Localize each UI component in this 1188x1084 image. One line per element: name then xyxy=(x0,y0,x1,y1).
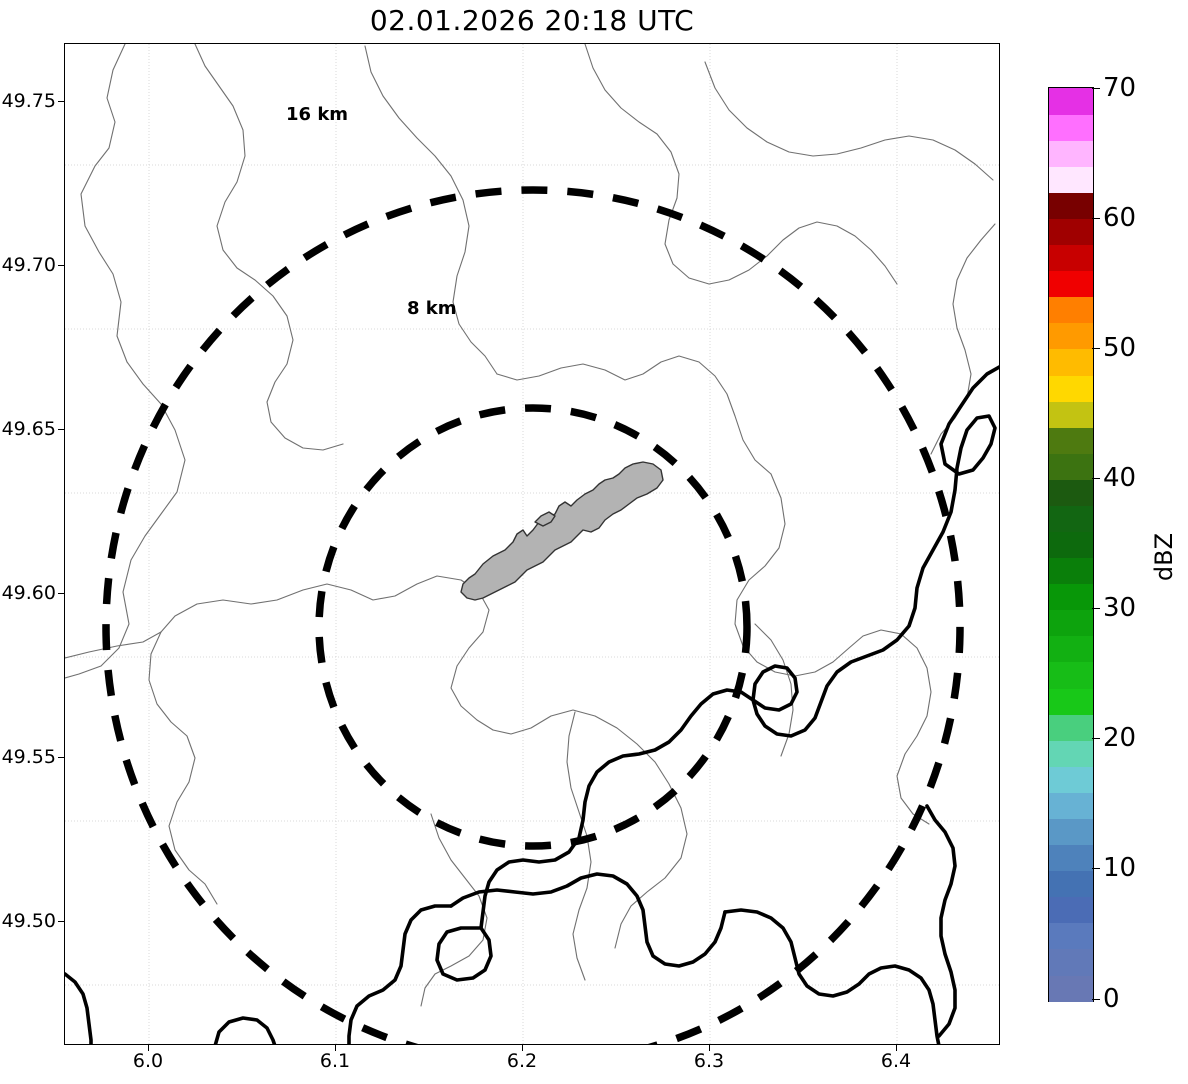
xtick-label-63: 6.3 xyxy=(693,1050,725,1072)
colorbar-axis-label: dBZ xyxy=(1150,532,1179,582)
colorbar-band xyxy=(1049,740,1093,767)
colorbar-tick-label-50: 50 xyxy=(1103,333,1137,363)
colorbar-band xyxy=(1049,427,1093,454)
colorbar[interactable] xyxy=(1048,87,1094,1002)
colorbar-band xyxy=(1049,505,1093,533)
colorbar-band xyxy=(1049,870,1093,898)
colorbar-band xyxy=(1049,453,1093,480)
country-border xyxy=(65,365,999,1044)
colorbar-band xyxy=(1049,88,1093,115)
ytick-mark xyxy=(58,756,64,758)
colorbar-band xyxy=(1049,140,1093,167)
colorbar-tick-label-30: 30 xyxy=(1103,593,1137,623)
colorbar-tick xyxy=(1092,608,1100,610)
colorbar-band xyxy=(1049,896,1093,924)
ytick-mark xyxy=(58,592,64,594)
ytick-mark xyxy=(58,264,64,266)
colorbar-band xyxy=(1049,218,1093,246)
colorbar-tick-label-40: 40 xyxy=(1103,463,1137,493)
colorbar-band xyxy=(1049,114,1093,141)
xtick-label-62: 6.2 xyxy=(506,1050,538,1072)
range-ring-label-16km: 16 km xyxy=(286,104,349,125)
colorbar-band xyxy=(1049,557,1093,585)
colorbar-tick xyxy=(1092,999,1100,1001)
ytick-label-4975: 49.75 xyxy=(1,90,56,112)
xtick-label-60: 6.0 xyxy=(132,1050,164,1072)
city-polygon xyxy=(460,461,664,601)
colorbar-band xyxy=(1049,583,1093,611)
colorbar-band xyxy=(1049,844,1093,872)
range-ring-8km xyxy=(315,404,751,850)
colorbar-tick-label-10: 10 xyxy=(1103,853,1137,883)
colorbar-band xyxy=(1049,948,1093,976)
ytick-mark xyxy=(58,100,64,102)
colorbar-band xyxy=(1049,244,1093,272)
colorbar-band xyxy=(1049,635,1093,663)
ytick-label-4960: 49.60 xyxy=(1,582,56,604)
colorbar-band xyxy=(1049,296,1093,324)
xtick-label-61: 6.1 xyxy=(319,1050,351,1072)
map-plot-area[interactable] xyxy=(64,43,1000,1045)
ytick-label-4965: 49.65 xyxy=(1,418,56,440)
colorbar-tick xyxy=(1092,88,1100,90)
map-canvas xyxy=(65,44,999,1044)
colorbar-band xyxy=(1049,374,1093,402)
colorbar-band xyxy=(1049,818,1093,846)
colorbar-band xyxy=(1049,922,1093,950)
page-title: 02.01.2026 20:18 UTC xyxy=(369,4,695,37)
ytick-label-4955: 49.55 xyxy=(1,746,56,768)
colorbar-tick-label-0: 0 xyxy=(1103,984,1120,1014)
colorbar-band xyxy=(1049,348,1093,376)
colorbar-band xyxy=(1049,270,1093,298)
colorbar-band xyxy=(1049,714,1093,741)
colorbar-tick-label-60: 60 xyxy=(1103,203,1137,233)
range-rings xyxy=(102,186,964,1044)
xtick-mark xyxy=(896,1045,898,1051)
ytick-label-4970: 49.70 xyxy=(1,254,56,276)
colorbar-band xyxy=(1049,192,1093,219)
ytick-mark xyxy=(58,428,64,430)
range-ring-label-8km: 8 km xyxy=(407,298,457,319)
colorbar-tick xyxy=(1092,218,1100,220)
xtick-mark xyxy=(148,1045,150,1051)
ytick-mark xyxy=(58,920,64,922)
xtick-mark xyxy=(335,1045,337,1051)
colorbar-tick xyxy=(1092,868,1100,870)
colorbar-band xyxy=(1049,766,1093,793)
colorbar-tick-label-70: 70 xyxy=(1103,73,1137,103)
xtick-mark xyxy=(522,1045,524,1051)
colorbar-band xyxy=(1049,531,1093,559)
colorbar-tick xyxy=(1092,478,1100,480)
colorbar-band xyxy=(1049,687,1093,715)
colorbar-band xyxy=(1049,792,1093,819)
colorbar-band xyxy=(1049,166,1093,193)
xtick-label-64: 6.4 xyxy=(880,1050,912,1072)
colorbar-band xyxy=(1049,401,1093,428)
xtick-mark xyxy=(709,1045,711,1051)
colorbar-band xyxy=(1049,322,1093,350)
colorbar-band xyxy=(1049,479,1093,506)
colorbar-band xyxy=(1049,974,1093,1002)
gridlines xyxy=(65,44,999,1044)
ytick-label-4950: 49.50 xyxy=(1,910,56,932)
colorbar-tick xyxy=(1092,348,1100,350)
colorbar-tick-label-20: 20 xyxy=(1103,723,1137,753)
colorbar-band xyxy=(1049,661,1093,689)
district-boundaries xyxy=(65,44,996,1007)
colorbar-band xyxy=(1049,609,1093,637)
range-ring-16km xyxy=(102,186,964,1044)
colorbar-tick xyxy=(1092,738,1100,740)
